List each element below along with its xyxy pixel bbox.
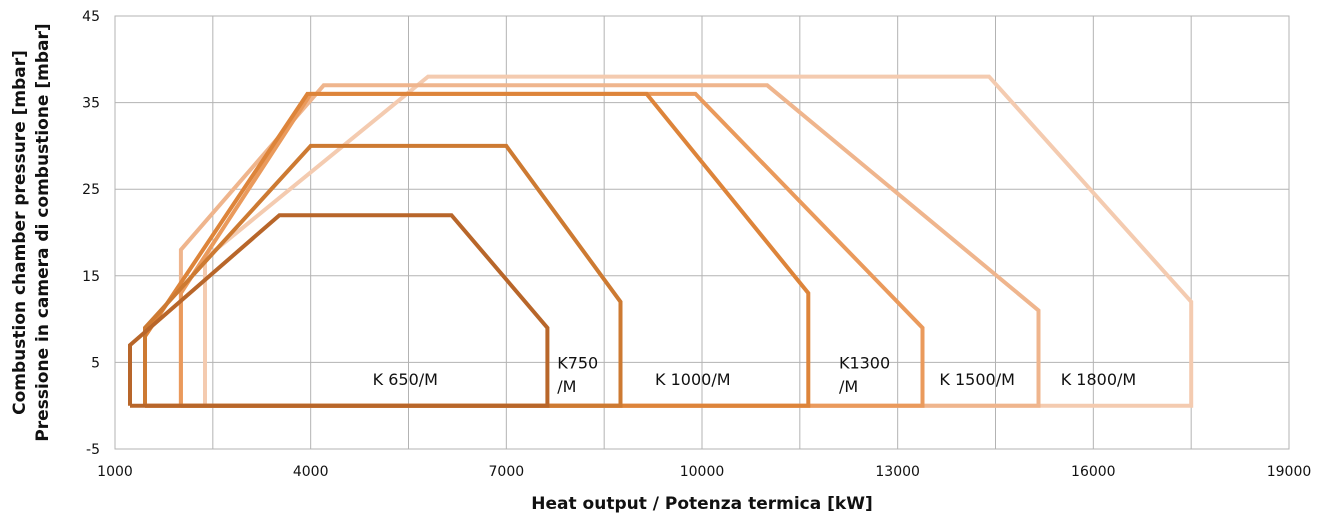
y-axis-title-line1: Combustion chamber pressure [mbar] (10, 50, 30, 415)
series-label: K 1500/M (939, 370, 1015, 389)
series-label: K750 (557, 353, 598, 372)
x-tick-label: 4000 (293, 464, 329, 480)
series-labels: K 650/M K750/M K 1000/M K1300/M K 1500/M K 18… (373, 353, 1137, 395)
plot-frame (114, 15, 1290, 450)
x-tick-label: 16000 (1071, 464, 1116, 480)
x-tick-label: 13000 (875, 464, 920, 480)
tick-labels: 1000 4000 7000 10000 13000 16000 19000 45 35 25 15… (82, 9, 1311, 480)
y-tick-label: 45 (82, 9, 100, 25)
series-line (178, 83, 1041, 408)
y-tick-label: 5 (91, 355, 100, 371)
x-axis-title: Heat output / Potenza termica [kW] (531, 494, 872, 514)
series-label: K 650/M (373, 370, 438, 389)
y-tick-label: 25 (82, 182, 100, 198)
x-tick-label: 10000 (680, 464, 725, 480)
series-line (143, 143, 623, 408)
y-tick-label: -5 (86, 442, 100, 458)
series-label: K1300 (839, 353, 890, 372)
y-tick-label: 35 (82, 96, 100, 112)
series-group (128, 74, 1194, 408)
series-line (178, 91, 925, 408)
series-line (128, 213, 550, 408)
series-label: K 1800/M (1061, 370, 1137, 389)
y-axis-title-line2: Pressione in camera di combustione [mbar… (33, 23, 53, 441)
y-tick-label: 15 (82, 269, 100, 285)
x-tick-label: 7000 (489, 464, 525, 480)
x-tick-label: 1000 (97, 464, 133, 480)
series-label: K 1000/M (655, 370, 731, 389)
series-line (203, 74, 1194, 408)
series-label: /M (839, 377, 858, 396)
series-line (143, 91, 811, 408)
x-tick-label: 19000 (1267, 464, 1312, 480)
series-label: /M (557, 377, 576, 396)
